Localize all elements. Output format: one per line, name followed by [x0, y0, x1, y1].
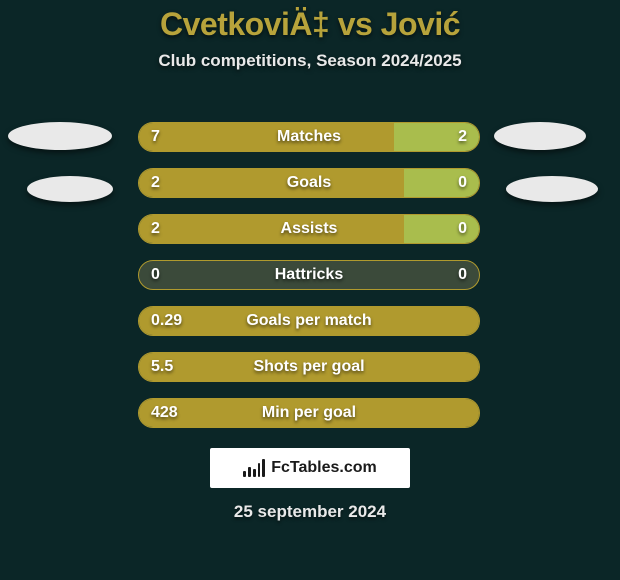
- stat-row: Min per goal428: [138, 398, 480, 428]
- stat-label: Goals: [139, 169, 479, 197]
- watermark-text: FcTables.com: [271, 459, 377, 477]
- stat-label: Hattricks: [139, 261, 479, 289]
- watermark: FcTables.com: [210, 448, 410, 488]
- stat-row: Matches7 2: [138, 122, 480, 152]
- stat-value-left: 0.29: [151, 307, 182, 335]
- stats-rows: Matches72Goals20Assists20Hattricks00Goal…: [138, 122, 480, 444]
- stat-value-left: 428: [151, 399, 178, 427]
- stat-value-right: 0: [458, 215, 467, 243]
- stat-label: Shots per goal: [139, 353, 479, 381]
- stat-value-right: 2: [458, 123, 467, 151]
- stat-value-left: 7: [151, 123, 160, 151]
- stat-value-right: 0: [458, 169, 467, 197]
- stat-value-left: 2: [151, 169, 160, 197]
- stat-label: Matches: [139, 123, 479, 151]
- player-placeholder: [494, 122, 586, 150]
- comparison-card: CvetkoviÄ‡ vs Jović Club competitions, S…: [0, 0, 620, 580]
- player-placeholder: [8, 122, 112, 150]
- player-placeholder: [506, 176, 598, 202]
- stat-value-left: 2: [151, 215, 160, 243]
- stat-value-right: 0: [458, 261, 467, 289]
- stat-row: Assists2 0: [138, 214, 480, 244]
- page-title: CvetkoviÄ‡ vs Jović: [0, 6, 620, 43]
- player-placeholder: [27, 176, 113, 202]
- stat-label: Goals per match: [139, 307, 479, 335]
- stat-row: Hattricks0 0: [138, 260, 480, 290]
- chart-icon: [243, 459, 265, 477]
- stat-value-left: 5.5: [151, 353, 173, 381]
- stat-row: Shots per goal5.5: [138, 352, 480, 382]
- stat-value-left: 0: [151, 261, 160, 289]
- stat-row: Goals per match0.29: [138, 306, 480, 336]
- stat-label: Min per goal: [139, 399, 479, 427]
- page-subtitle: Club competitions, Season 2024/2025: [0, 51, 620, 71]
- stat-row: Goals2 0: [138, 168, 480, 198]
- footer-date: 25 september 2024: [0, 502, 620, 522]
- stat-label: Assists: [139, 215, 479, 243]
